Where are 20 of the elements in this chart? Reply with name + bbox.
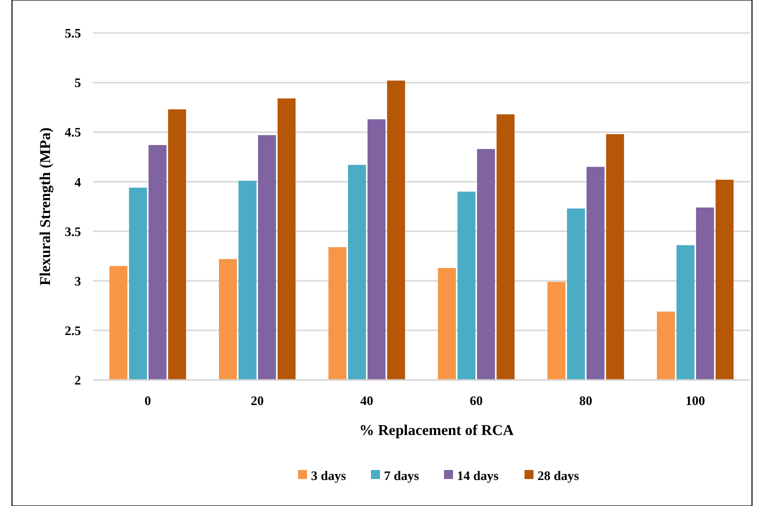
y-tick-label: 3.5	[64, 224, 82, 239]
x-tick-label: 100	[686, 393, 705, 408]
y-tick-label: 4.5	[64, 124, 82, 140]
x-tick-label: 20	[250, 393, 264, 408]
legend-label: 7 days	[384, 468, 420, 483]
legend-label: 28 days	[538, 468, 580, 483]
x-tick-label: 40	[360, 393, 374, 408]
y-axis-title: Flexural Strength (MPa)	[38, 127, 54, 286]
y-tick-label: 5	[74, 75, 82, 90]
y-tick-label: 4	[74, 174, 82, 190]
y-tick-label: 5.5	[64, 26, 82, 41]
x-tick-label: 0	[144, 393, 151, 408]
legend-label: 14 days	[457, 468, 499, 483]
x-axis-title: % Replacement of RCA	[359, 423, 514, 439]
y-tick-label: 2.5	[64, 322, 82, 338]
y-tick-label: 3	[74, 273, 82, 288]
x-tick-label: 60	[470, 393, 483, 408]
legend-label: 3 days	[311, 468, 346, 483]
y-tick-label: 2	[74, 372, 81, 388]
x-tick-label: 80	[579, 393, 592, 408]
